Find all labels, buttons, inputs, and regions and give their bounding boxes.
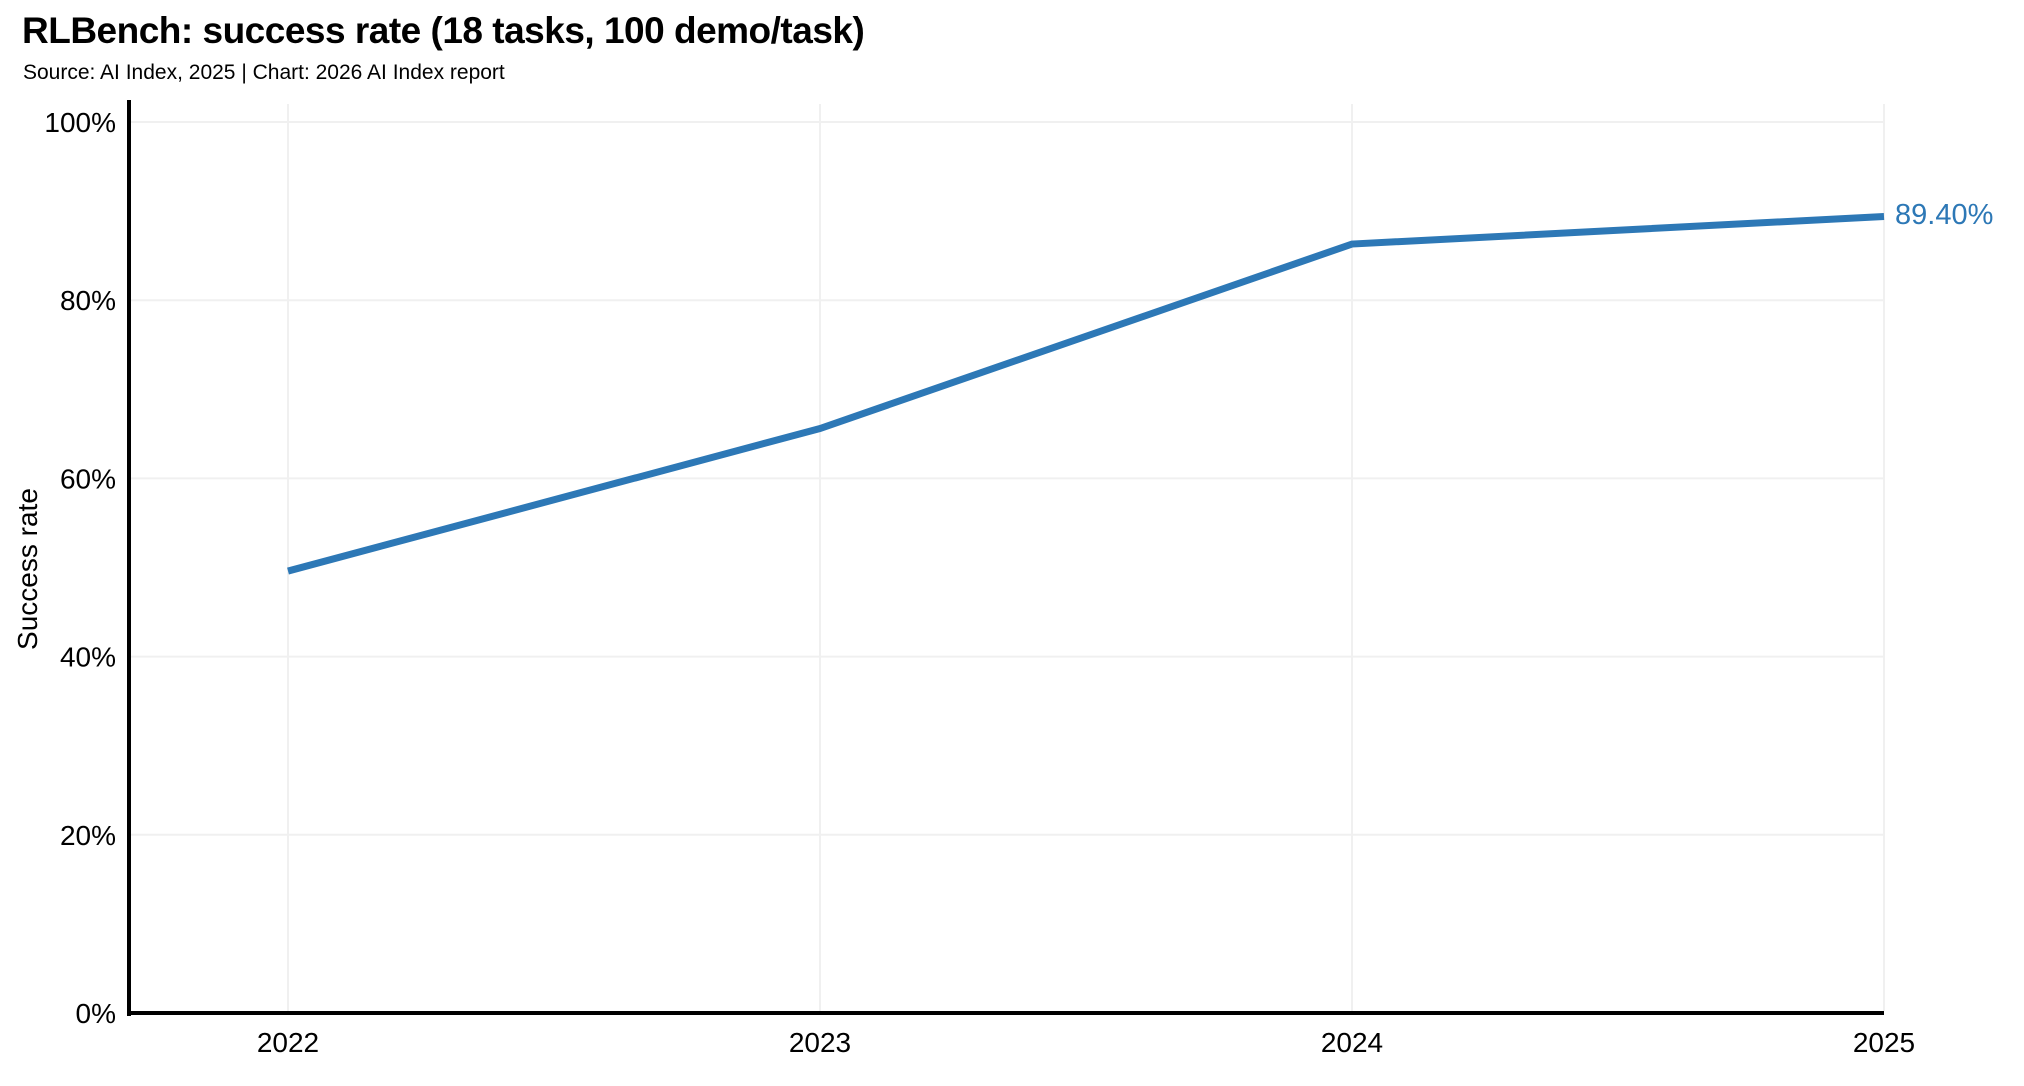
last-point-value-label: 89.40%	[1895, 199, 1994, 232]
y-tick-label: 100%	[44, 107, 116, 138]
y-tick-label: 80%	[60, 285, 116, 316]
chart-subtitle: Source: AI Index, 2025 | Chart: 2026 AI …	[23, 61, 505, 84]
x-tick-label: 2022	[257, 1027, 319, 1058]
x-tick-label: 2023	[789, 1027, 851, 1058]
y-tick-label: 0%	[76, 998, 116, 1029]
x-tick-label: 2025	[1853, 1027, 1915, 1058]
y-tick-label: 60%	[60, 463, 116, 494]
chart-title: RLBench: success rate (18 tasks, 100 dem…	[22, 10, 865, 51]
x-tick-label: 2024	[1321, 1027, 1383, 1058]
series-line-success-rate	[287, 212, 1885, 575]
y-tick-label: 40%	[60, 642, 116, 673]
y-tick-label: 20%	[60, 820, 116, 851]
